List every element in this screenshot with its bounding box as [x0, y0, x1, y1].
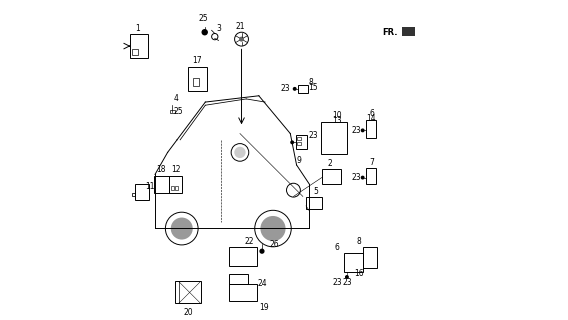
- Bar: [193, 78, 199, 86]
- Bar: [321, 122, 347, 154]
- Bar: [136, 184, 149, 200]
- Text: 1: 1: [135, 25, 140, 34]
- Text: 23: 23: [342, 278, 352, 287]
- Bar: [402, 27, 415, 36]
- Text: 17: 17: [193, 56, 202, 65]
- Text: 15: 15: [308, 83, 318, 92]
- Bar: [297, 137, 301, 140]
- Bar: [154, 176, 169, 193]
- Bar: [171, 186, 174, 190]
- Bar: [132, 49, 138, 55]
- Text: 20: 20: [183, 308, 193, 317]
- Bar: [366, 168, 376, 184]
- Text: 23: 23: [308, 132, 318, 140]
- Text: 14: 14: [367, 114, 376, 123]
- Text: 2: 2: [327, 158, 332, 167]
- Text: 7: 7: [369, 158, 374, 167]
- Text: 24: 24: [257, 279, 267, 288]
- Text: 12: 12: [171, 165, 181, 174]
- Bar: [229, 284, 257, 301]
- Text: 23: 23: [332, 278, 342, 287]
- Circle shape: [260, 216, 286, 241]
- Circle shape: [239, 36, 244, 42]
- Text: FR.: FR.: [382, 28, 398, 37]
- Circle shape: [260, 249, 264, 253]
- Text: 18: 18: [156, 165, 165, 174]
- Bar: [132, 193, 136, 196]
- Bar: [298, 85, 308, 92]
- Bar: [229, 274, 248, 284]
- Text: 4: 4: [173, 94, 178, 103]
- Text: 16: 16: [354, 269, 364, 278]
- Bar: [296, 135, 307, 149]
- Text: 25: 25: [198, 14, 208, 23]
- Circle shape: [234, 147, 245, 158]
- Circle shape: [171, 218, 193, 240]
- Bar: [364, 247, 377, 268]
- Bar: [169, 176, 182, 193]
- Text: 23: 23: [351, 126, 361, 135]
- Text: 8: 8: [308, 78, 314, 87]
- Bar: [176, 281, 201, 303]
- Text: 13: 13: [332, 116, 342, 125]
- Bar: [321, 169, 341, 184]
- Text: 22: 22: [244, 237, 253, 246]
- Text: 26: 26: [270, 240, 279, 249]
- Bar: [229, 247, 257, 266]
- Bar: [170, 110, 174, 113]
- Text: 19: 19: [259, 303, 268, 312]
- Circle shape: [346, 276, 348, 278]
- Text: 8: 8: [357, 236, 361, 245]
- Bar: [306, 197, 323, 209]
- Bar: [297, 142, 301, 145]
- Text: 9: 9: [296, 156, 302, 165]
- Bar: [131, 35, 148, 58]
- Text: 10: 10: [332, 111, 342, 120]
- Text: 5: 5: [313, 187, 318, 196]
- Text: 6: 6: [369, 109, 374, 118]
- Circle shape: [361, 176, 364, 179]
- Circle shape: [294, 88, 296, 90]
- Text: 25: 25: [173, 107, 183, 116]
- Bar: [175, 186, 178, 190]
- Bar: [344, 253, 362, 272]
- Text: 11: 11: [145, 182, 154, 191]
- Circle shape: [291, 141, 294, 144]
- Text: 3: 3: [216, 24, 221, 33]
- Bar: [189, 68, 207, 91]
- Text: 21: 21: [236, 22, 245, 31]
- Text: 6: 6: [335, 243, 339, 252]
- Text: 23: 23: [351, 173, 361, 182]
- Circle shape: [361, 129, 364, 132]
- Bar: [366, 120, 376, 138]
- Circle shape: [202, 30, 207, 35]
- Text: 23: 23: [281, 84, 290, 93]
